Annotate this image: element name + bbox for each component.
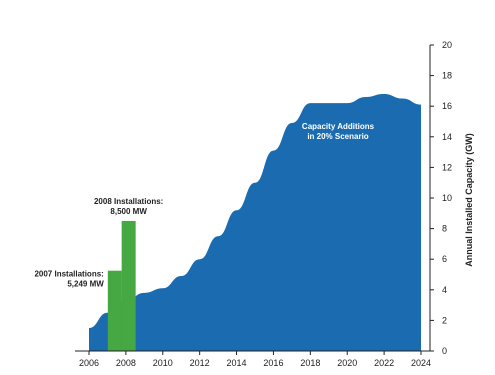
area-label-line-2: in 20% Scenario [307,132,368,141]
x-tick-label-2006: 2006 [79,358,99,368]
annotation-2008-line-2: 8,500 MW [110,207,147,216]
annotation-2007-line-2: 5,249 MW [67,280,104,289]
area-capacity-additions [89,93,421,352]
x-tick-label-2014: 2014 [227,358,247,368]
y-tick-label-0: 0 [442,346,447,356]
area-layer [89,93,421,352]
x-tick-label-2008: 2008 [116,358,136,368]
y-tick-label-2: 2 [442,315,447,325]
y-tick-label-4: 4 [442,285,447,295]
bar-2007 [107,270,122,351]
x-tick-label-2022: 2022 [374,358,394,368]
x-tick-label-2010: 2010 [153,358,173,368]
y-tick-label-10: 10 [442,193,452,203]
y-tick-label-6: 6 [442,254,447,264]
y-tick-label-20: 20 [442,40,452,50]
label-layer: 2007 Installations:5,249 MW 2008 Installa… [34,122,374,289]
axis-layer: 0 2 4 6 8 10 12 14 16 18 20 2006 2008 2010 2012 2014 201… [75,40,452,368]
x-tick-label-2020: 2020 [337,358,357,368]
annotation-2007-line-1: 2007 Installations: [34,270,103,279]
area-label-line-1: Capacity Additions [302,122,375,131]
y-tick-label-14: 14 [442,132,452,142]
y-tick-label-8: 8 [442,224,447,234]
bar-2008 [121,220,136,351]
y-tick-label-12: 12 [442,162,452,172]
annotation-2008-line-1: 2008 Installations: [94,197,163,206]
bar-layer [107,220,136,351]
x-tick-label-2024: 2024 [411,358,431,368]
x-tick-label-2016: 2016 [263,358,283,368]
x-tick-label-2012: 2012 [190,358,210,368]
x-tick-label-2018: 2018 [300,358,320,368]
y-tick-label-18: 18 [442,71,452,81]
y-tick-label-16: 16 [442,101,452,111]
y-axis-title: Annual Installed Capacity (GW) [464,133,474,267]
